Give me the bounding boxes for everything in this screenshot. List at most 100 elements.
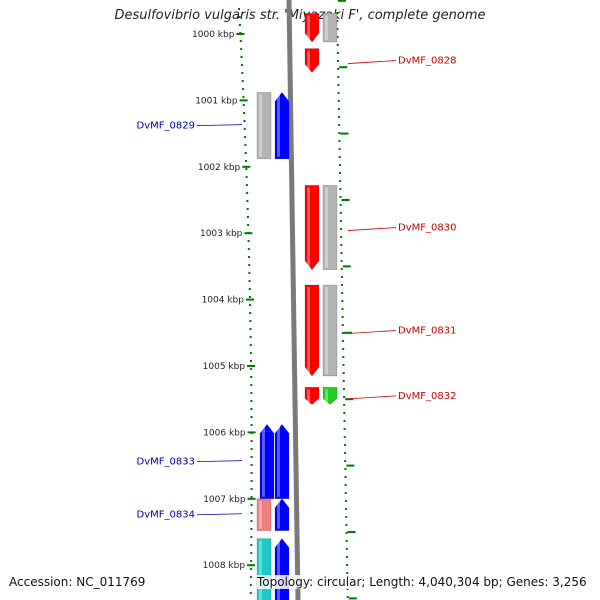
track-dot-left [249,320,252,322]
kbp-tick [247,497,256,500]
track-dot-left [249,304,252,306]
backbone-line [286,0,301,600]
gene-DvMF_0829-gene[interactable] [256,92,272,160]
track-dot-right [339,204,342,206]
gene-DvMF_0833-cds[interactable] [274,423,290,500]
gene-highlight [259,94,262,157]
minor-tick [347,531,356,533]
track-dot-left [247,240,250,242]
gene-DvMF_0834-gene[interactable] [256,498,272,531]
gene-DvMF_0830-gene[interactable] [322,185,338,271]
kbp-tick [242,165,251,168]
gene-DvMF_0832-cds[interactable] [304,386,320,405]
gene-label-DvMF_0828[interactable]: DvMF_0828 [398,56,456,67]
gene-highlight [307,15,310,40]
track-dot-left [239,40,242,42]
gene-highlight [277,540,280,600]
track-dots [238,0,357,600]
track-dot-right [346,588,349,590]
gene-highlight [277,94,280,157]
track-dot-left [247,248,250,250]
kbp-tick-label: 1007 kbp [203,495,246,505]
track-dot-right [342,356,345,358]
track-dot-right [340,276,343,278]
track-dot-left [238,8,241,10]
track-dot-left [250,392,253,394]
track-dot-left [242,88,245,90]
track-dot-left [248,256,251,258]
track-dot-right [336,44,339,46]
track-dot-right [340,228,343,230]
track-dot-left [250,568,253,570]
track-dot-right [338,164,341,166]
track-dot-right [337,108,340,110]
track-dot-left [248,280,251,282]
track-dot-left [250,400,253,402]
track-dot-left [241,72,244,74]
track-dot-left [250,512,253,514]
track-dot-left [249,576,252,578]
track-dot-left [242,96,245,98]
track-dot-right [339,188,342,190]
track-dot-left [243,112,246,114]
track-dot-left [248,288,251,290]
gene-DvMF_0833-cds[interactable] [259,423,275,500]
minor-tick [339,66,348,69]
track-dot-right [342,372,345,374]
track-dot-right [342,388,345,390]
track-dot-right [346,596,349,598]
gene-DvMF_0832-rna[interactable] [322,386,338,405]
track-dot-left [250,504,253,506]
gene-DvMF_0828-cds[interactable] [304,48,320,73]
track-dot-left [250,464,253,466]
gene-label-DvMF_0831[interactable]: DvMF_0831 [398,325,456,336]
track-dot-right [344,460,347,462]
kbp-tick [244,232,253,235]
track-dot-right [344,468,347,470]
kbp-tick-label: 1003 kbp [200,229,243,239]
track-dot-left [241,80,244,82]
gene-highlight [277,426,280,497]
gene-label-DvMF_0833[interactable]: DvMF_0833 [137,457,195,468]
track-dot-right [341,292,344,294]
track-dot-right [337,84,340,86]
kbp-tick-label: 1002 kbp [198,163,241,173]
track-dot-right [336,28,339,30]
track-dot-left [250,384,253,386]
track-dot-left [245,160,248,162]
gene-label-DvMF_0834[interactable]: DvMF_0834 [137,510,195,521]
gene-DvMF_0831-cds[interactable] [304,284,320,377]
track-dot-left [240,64,243,66]
gene-highlight [259,540,262,600]
gene-DvMF_0829-cds[interactable] [274,91,290,160]
gene-highlight [307,389,310,403]
track-dot-left [238,24,241,26]
gene-DvMF_0834-cds[interactable] [274,498,290,531]
track-dot-left [244,152,247,154]
gene-DvMF_0828-gene[interactable] [322,13,338,43]
track-dot-right [339,212,342,214]
track-dot-right [338,148,341,150]
minor-tick [348,597,357,600]
track-dot-left [250,472,253,474]
minor-tick [341,199,350,201]
gene-label-DvMF_0830[interactable]: DvMF_0830 [398,223,456,234]
gene-DvMF_0831-gene[interactable] [322,284,338,377]
track-dot-left [250,480,253,482]
track-dot-right [344,492,347,494]
track-dot-left [246,200,249,202]
minor-tick [342,265,351,268]
gene-DvMF_0828-cds[interactable] [304,13,320,43]
track-dot-right [339,196,342,198]
label-connector [196,460,243,463]
track-dot-left [246,192,249,194]
gene-label-DvMF_0832[interactable]: DvMF_0832 [398,391,456,402]
track-dot-right [337,100,340,102]
track-dot-right [345,516,348,518]
gene-DvMF_0830-cds[interactable] [304,185,320,271]
track-dot-right [345,532,348,534]
gene-label-DvMF_0829[interactable]: DvMF_0829 [137,121,195,132]
track-dot-right [337,92,340,94]
track-dot-right [338,156,341,158]
track-dot-right [338,140,341,142]
